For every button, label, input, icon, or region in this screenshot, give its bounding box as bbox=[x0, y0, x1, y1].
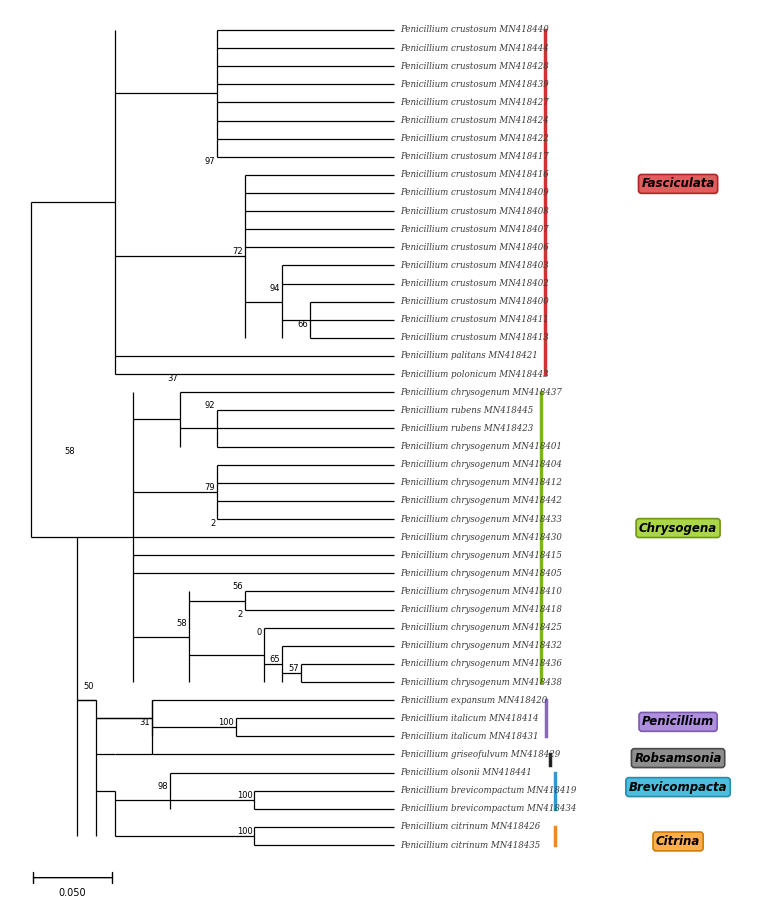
Text: 100: 100 bbox=[237, 827, 252, 836]
Text: Penicillium crustosum MN418427: Penicillium crustosum MN418427 bbox=[400, 98, 550, 107]
Text: 72: 72 bbox=[232, 248, 243, 257]
Text: Penicillium chrysogenum MN418405: Penicillium chrysogenum MN418405 bbox=[400, 569, 563, 578]
Text: Penicillium crustosum MN418406: Penicillium crustosum MN418406 bbox=[400, 242, 550, 251]
Text: Penicillium crustosum MN418400: Penicillium crustosum MN418400 bbox=[400, 297, 550, 306]
Text: Penicillium crustosum MN418403: Penicillium crustosum MN418403 bbox=[400, 261, 550, 270]
Text: 31: 31 bbox=[139, 718, 150, 727]
Text: Penicillium chrysogenum MN418437: Penicillium chrysogenum MN418437 bbox=[400, 387, 563, 396]
Text: 0: 0 bbox=[256, 628, 262, 637]
Text: Penicillium crustosum MN418428: Penicillium crustosum MN418428 bbox=[400, 61, 550, 70]
Text: Penicillium chrysogenum MN418412: Penicillium chrysogenum MN418412 bbox=[400, 478, 563, 487]
Text: Penicillium crustosum MN418439: Penicillium crustosum MN418439 bbox=[400, 80, 550, 89]
Text: Penicillium crustosum MN418408: Penicillium crustosum MN418408 bbox=[400, 206, 550, 215]
Text: Penicillium chrysogenum MN418433: Penicillium chrysogenum MN418433 bbox=[400, 514, 563, 523]
Text: 0.050: 0.050 bbox=[59, 887, 87, 897]
Text: Penicillium brevicompactum MN418419: Penicillium brevicompactum MN418419 bbox=[400, 787, 577, 796]
Text: Brevicompacta: Brevicompacta bbox=[628, 780, 728, 794]
Text: Penicillium crustosum MN418440: Penicillium crustosum MN418440 bbox=[400, 25, 550, 34]
Text: Penicillium chrysogenum MN418401: Penicillium chrysogenum MN418401 bbox=[400, 442, 563, 451]
Text: Penicillium brevicompactum MN418434: Penicillium brevicompactum MN418434 bbox=[400, 805, 577, 814]
Text: Penicillium crustosum MN418422: Penicillium crustosum MN418422 bbox=[400, 134, 550, 143]
Text: Penicillium crustosum MN418409: Penicillium crustosum MN418409 bbox=[400, 188, 550, 197]
Text: Penicillium italicum MN418431: Penicillium italicum MN418431 bbox=[400, 732, 539, 741]
Text: 50: 50 bbox=[84, 682, 94, 691]
Text: 100: 100 bbox=[237, 791, 252, 800]
Text: 37: 37 bbox=[167, 374, 178, 383]
Text: Penicillium chrysogenum MN418410: Penicillium chrysogenum MN418410 bbox=[400, 587, 563, 596]
Text: 58: 58 bbox=[176, 619, 187, 628]
Text: Penicillium crustosum MN418416: Penicillium crustosum MN418416 bbox=[400, 170, 550, 179]
Text: 58: 58 bbox=[65, 447, 75, 456]
Text: Penicillium crustosum MN418407: Penicillium crustosum MN418407 bbox=[400, 224, 550, 233]
Text: Penicillium griseofulvum MN418429: Penicillium griseofulvum MN418429 bbox=[400, 750, 560, 759]
Text: Citrina: Citrina bbox=[656, 835, 700, 848]
Text: Penicillium chrysogenum MN418430: Penicillium chrysogenum MN418430 bbox=[400, 532, 563, 542]
Text: 79: 79 bbox=[204, 483, 215, 492]
Text: Penicillium polonicum MN418443: Penicillium polonicum MN418443 bbox=[400, 369, 549, 378]
Text: 57: 57 bbox=[289, 664, 299, 673]
Text: 2: 2 bbox=[238, 610, 243, 619]
Text: 94: 94 bbox=[270, 284, 280, 293]
Text: Penicillium chrysogenum MN418404: Penicillium chrysogenum MN418404 bbox=[400, 460, 563, 469]
Text: 2: 2 bbox=[210, 519, 215, 528]
Text: 66: 66 bbox=[297, 320, 308, 329]
Text: Penicillium citrinum MN418426: Penicillium citrinum MN418426 bbox=[400, 823, 541, 832]
Text: 100: 100 bbox=[218, 718, 234, 727]
Text: Penicillium crustosum MN418413: Penicillium crustosum MN418413 bbox=[400, 333, 550, 342]
Text: Penicillium crustosum MN418424: Penicillium crustosum MN418424 bbox=[400, 116, 550, 125]
Text: 65: 65 bbox=[269, 655, 280, 664]
Text: Penicillium: Penicillium bbox=[642, 715, 714, 728]
Text: Penicillium italicum MN418414: Penicillium italicum MN418414 bbox=[400, 714, 539, 723]
Text: Penicillium crustosum MN418444: Penicillium crustosum MN418444 bbox=[400, 43, 550, 52]
Text: Penicillium rubens MN418445: Penicillium rubens MN418445 bbox=[400, 405, 534, 414]
Text: Penicillium chrysogenum MN418425: Penicillium chrysogenum MN418425 bbox=[400, 623, 563, 633]
Text: Penicillium rubens MN418423: Penicillium rubens MN418423 bbox=[400, 424, 534, 433]
Text: Penicillium citrinum MN418435: Penicillium citrinum MN418435 bbox=[400, 841, 541, 850]
Text: Penicillium chrysogenum MN418418: Penicillium chrysogenum MN418418 bbox=[400, 605, 563, 614]
Text: Penicillium chrysogenum MN418432: Penicillium chrysogenum MN418432 bbox=[400, 642, 563, 651]
Text: 98: 98 bbox=[158, 782, 169, 791]
Text: Penicillium olsonii MN418441: Penicillium olsonii MN418441 bbox=[400, 769, 533, 777]
Text: 56: 56 bbox=[232, 582, 243, 591]
Text: Penicillium chrysogenum MN418442: Penicillium chrysogenum MN418442 bbox=[400, 496, 563, 505]
Text: Fasciculata: Fasciculata bbox=[642, 177, 714, 190]
Text: 97: 97 bbox=[204, 157, 215, 166]
Text: Penicillium chrysogenum MN418415: Penicillium chrysogenum MN418415 bbox=[400, 551, 563, 560]
Text: Penicillium chrysogenum MN418438: Penicillium chrysogenum MN418438 bbox=[400, 678, 563, 687]
Text: Penicillium expansum MN418420: Penicillium expansum MN418420 bbox=[400, 696, 548, 705]
Text: Penicillium palitans MN418421: Penicillium palitans MN418421 bbox=[400, 351, 538, 360]
Text: Penicillium crustosum MN418402: Penicillium crustosum MN418402 bbox=[400, 279, 550, 288]
Text: Penicillium crustosum MN418417: Penicillium crustosum MN418417 bbox=[400, 152, 550, 161]
Text: 92: 92 bbox=[204, 401, 215, 410]
Text: Penicillium crustosum MN418411: Penicillium crustosum MN418411 bbox=[400, 315, 550, 324]
Text: Penicillium chrysogenum MN418436: Penicillium chrysogenum MN418436 bbox=[400, 660, 563, 669]
Text: Chrysogena: Chrysogena bbox=[639, 522, 717, 534]
Text: Robsamsonia: Robsamsonia bbox=[635, 751, 722, 765]
